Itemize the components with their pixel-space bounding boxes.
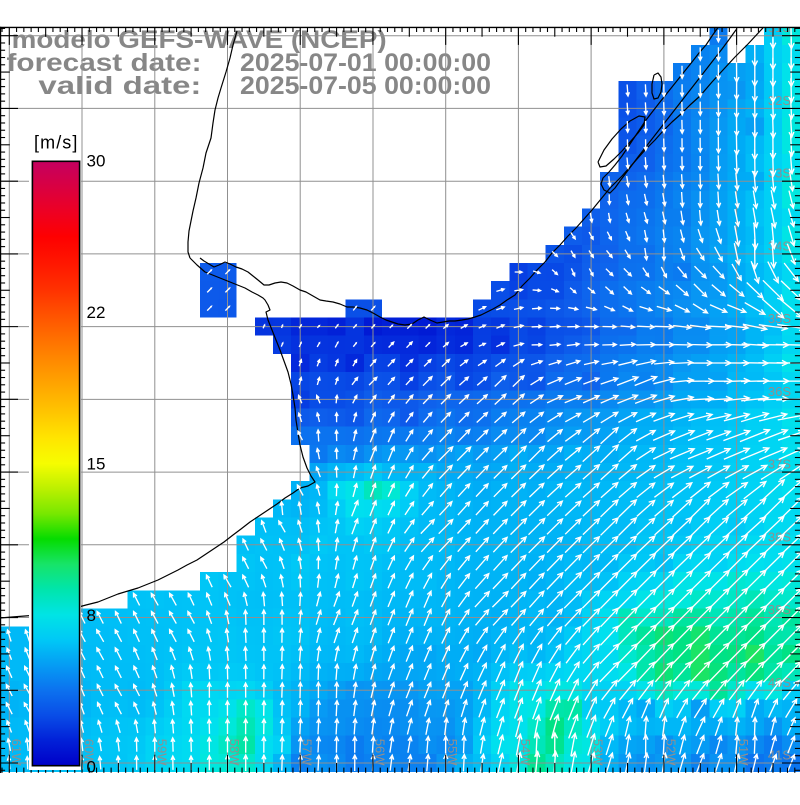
svg-text:22: 22 xyxy=(87,303,106,322)
svg-text:55W: 55W xyxy=(445,739,460,766)
svg-text:58W: 58W xyxy=(227,739,242,766)
svg-text:54W: 54W xyxy=(518,739,533,766)
svg-text:15: 15 xyxy=(87,455,106,474)
svg-text:2025-07-05 00:00:00: 2025-07-05 00:00:00 xyxy=(240,72,491,100)
svg-text:0: 0 xyxy=(87,758,96,777)
svg-text:57W: 57W xyxy=(300,739,315,766)
svg-text:39S: 39S xyxy=(768,602,791,617)
svg-text:30: 30 xyxy=(87,152,106,171)
svg-text:51W: 51W xyxy=(736,739,751,766)
svg-text:38S: 38S xyxy=(768,529,791,544)
svg-text:32S: 32S xyxy=(768,93,791,108)
svg-text:61W: 61W xyxy=(9,739,24,766)
svg-text:59W: 59W xyxy=(154,739,169,766)
svg-text:8: 8 xyxy=(87,606,96,625)
svg-text:35S: 35S xyxy=(768,311,791,326)
svg-text:56W: 56W xyxy=(373,739,388,766)
svg-text:[m/s]: [m/s] xyxy=(34,133,79,153)
svg-text:60W: 60W xyxy=(82,739,97,766)
svg-text:37S: 37S xyxy=(768,457,791,472)
svg-text:31S: 31S xyxy=(768,20,791,35)
svg-text:2025-07-01 00:00:00: 2025-07-01 00:00:00 xyxy=(240,49,491,77)
svg-text:modelo GEFS-WAVE (NCEP): modelo GEFS-WAVE (NCEP) xyxy=(12,26,387,54)
svg-text:forecast date:: forecast date: xyxy=(7,49,202,77)
svg-text:53W: 53W xyxy=(591,739,606,766)
svg-text:36S: 36S xyxy=(768,384,791,399)
svg-text:41S: 41S xyxy=(768,748,791,763)
svg-text:52W: 52W xyxy=(663,739,678,766)
svg-text:valid date:: valid date: xyxy=(38,72,201,100)
